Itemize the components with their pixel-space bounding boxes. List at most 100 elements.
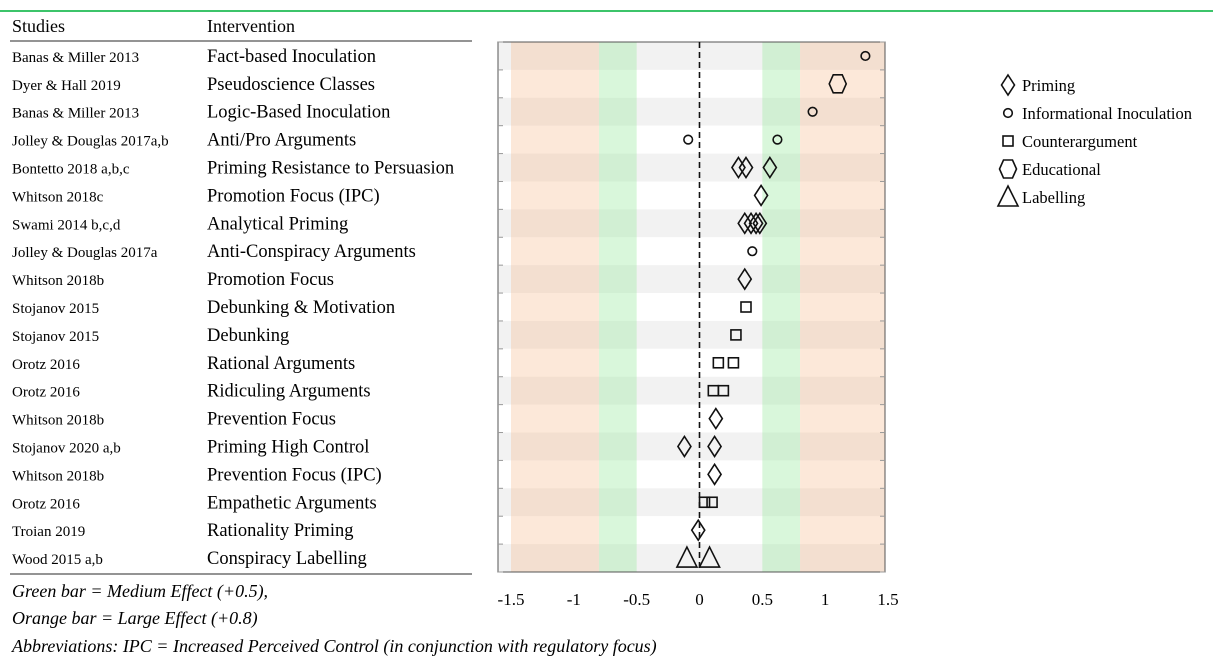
data-point-hexagon (828, 74, 848, 94)
intervention-name: Ridiculing Arguments (207, 382, 371, 402)
intervention-name: Anti/Pro Arguments (207, 131, 356, 151)
data-point-diamond (707, 462, 723, 486)
row-stripe (498, 181, 885, 210)
x-tick-label: 1 (821, 590, 830, 609)
row-stripe (498, 265, 885, 294)
intervention-name: Anti-Conspiracy Arguments (207, 242, 416, 262)
data-point-square (712, 356, 725, 369)
data-point-diamond (753, 183, 769, 207)
medium-effect-band (598, 42, 637, 572)
intervention-name: Prevention Focus (IPC) (207, 465, 382, 485)
row-stripe (498, 153, 885, 182)
legend-label: Counterargument (1022, 132, 1138, 151)
top-rule-left (0, 10, 470, 12)
data-point-square (706, 496, 718, 509)
top-rule-right (470, 10, 1213, 12)
data-point-diamond (752, 211, 768, 235)
data-point-square (717, 384, 730, 397)
study-name: Banas & Miller 2013 (12, 106, 139, 122)
intervention-name: Priming High Control (207, 437, 369, 457)
row-stripe (498, 69, 885, 98)
data-point-square (727, 356, 740, 369)
row-stripe (498, 320, 885, 349)
x-tick-label: -1.5 (498, 590, 525, 609)
study-name: Whitson 2018c (12, 189, 104, 205)
study-name: Stojanov 2015 (12, 301, 99, 317)
legend-label: Labelling (1022, 188, 1085, 207)
plot-frame (497, 41, 886, 573)
header-studies: Studies (12, 16, 65, 36)
data-point-square (730, 329, 742, 341)
intervention-name: Pseudoscience Classes (207, 75, 375, 95)
row-stripe (498, 209, 885, 238)
x-tick-label: 0 (695, 590, 704, 609)
study-name: Bontetto 2018 a,b,c (12, 162, 130, 178)
large-effect-band (800, 42, 885, 572)
study-name: Jolley & Douglas 2017a (12, 245, 158, 261)
study-name: Whitson 2018b (12, 468, 104, 484)
row-stripe (498, 404, 885, 433)
data-point-circle (807, 106, 818, 117)
legend-marker-square (1002, 135, 1014, 147)
intervention-name: Prevention Focus (207, 410, 336, 430)
note-abbreviations: Abbreviations: IPC = Increased Perceived… (11, 636, 657, 656)
intervention-name: Conspiracy Labelling (207, 549, 367, 569)
data-point-diamond (737, 211, 753, 235)
study-name: Dyer & Hall 2019 (12, 78, 121, 94)
study-name: Jolley & Douglas 2017a,b (12, 134, 169, 150)
row-stripe (498, 460, 885, 489)
study-name: Whitson 2018b (12, 273, 104, 289)
study-name: Whitson 2018b (12, 413, 104, 429)
legend-marker-diamond (1000, 73, 1016, 97)
header-intervention: Intervention (207, 16, 295, 36)
data-point-diamond (738, 156, 754, 179)
legend-label: Informational Inoculation (1022, 104, 1192, 123)
intervention-name: Rational Arguments (207, 354, 355, 374)
study-name: Wood 2015 a,b (12, 552, 103, 568)
legend-marker-hexagon (998, 159, 1018, 179)
large-effect-band (511, 42, 599, 572)
row-stripe (498, 293, 885, 321)
intervention-name: Promotion Focus (207, 270, 334, 290)
data-point-diamond (690, 518, 706, 542)
row-stripe (498, 97, 885, 126)
data-point-circle (772, 134, 783, 145)
data-point-triangle (698, 545, 721, 568)
data-point-diamond (748, 211, 764, 235)
data-point-diamond (708, 407, 724, 431)
data-point-diamond (707, 435, 723, 458)
data-point-square (740, 301, 752, 313)
intervention-name: Rationality Priming (207, 521, 353, 541)
medium-effect-band (762, 42, 801, 572)
intervention-name: Priming Resistance to Persuasion (207, 159, 454, 179)
legend-label: Educational (1022, 160, 1101, 179)
data-point-diamond (731, 156, 746, 179)
intervention-name: Promotion Focus (IPC) (207, 186, 380, 206)
intervention-name: Analytical Priming (207, 214, 348, 234)
data-point-square (698, 496, 711, 509)
study-name: Troian 2019 (12, 524, 85, 540)
intervention-name: Debunking (207, 326, 289, 346)
study-name: Orotz 2016 (12, 357, 80, 373)
data-point-circle (683, 134, 694, 145)
data-point-circle (747, 246, 758, 257)
row-stripe (498, 488, 885, 517)
intervention-name: Debunking & Motivation (207, 298, 395, 318)
row-stripe (498, 348, 885, 377)
study-name: Swami 2014 b,c,d (12, 217, 121, 233)
data-point-circle (860, 50, 871, 62)
x-tick-label: -0.5 (623, 590, 650, 609)
legend-marker-circle (1002, 107, 1014, 119)
intervention-name: Empathetic Arguments (207, 493, 377, 513)
row-stripe (498, 376, 885, 405)
data-point-diamond (762, 156, 778, 179)
intervention-name: Logic-Based Inoculation (207, 103, 390, 123)
row-stripe (498, 237, 885, 266)
note-medium-effect: Green bar = Medium Effect (+0.5), (12, 581, 268, 602)
row-stripe (498, 125, 885, 154)
intervention-name: Fact-based Inoculation (207, 47, 376, 67)
study-name: Stojanov 2020 a,b (12, 440, 121, 456)
legend-label: Priming (1022, 76, 1075, 95)
